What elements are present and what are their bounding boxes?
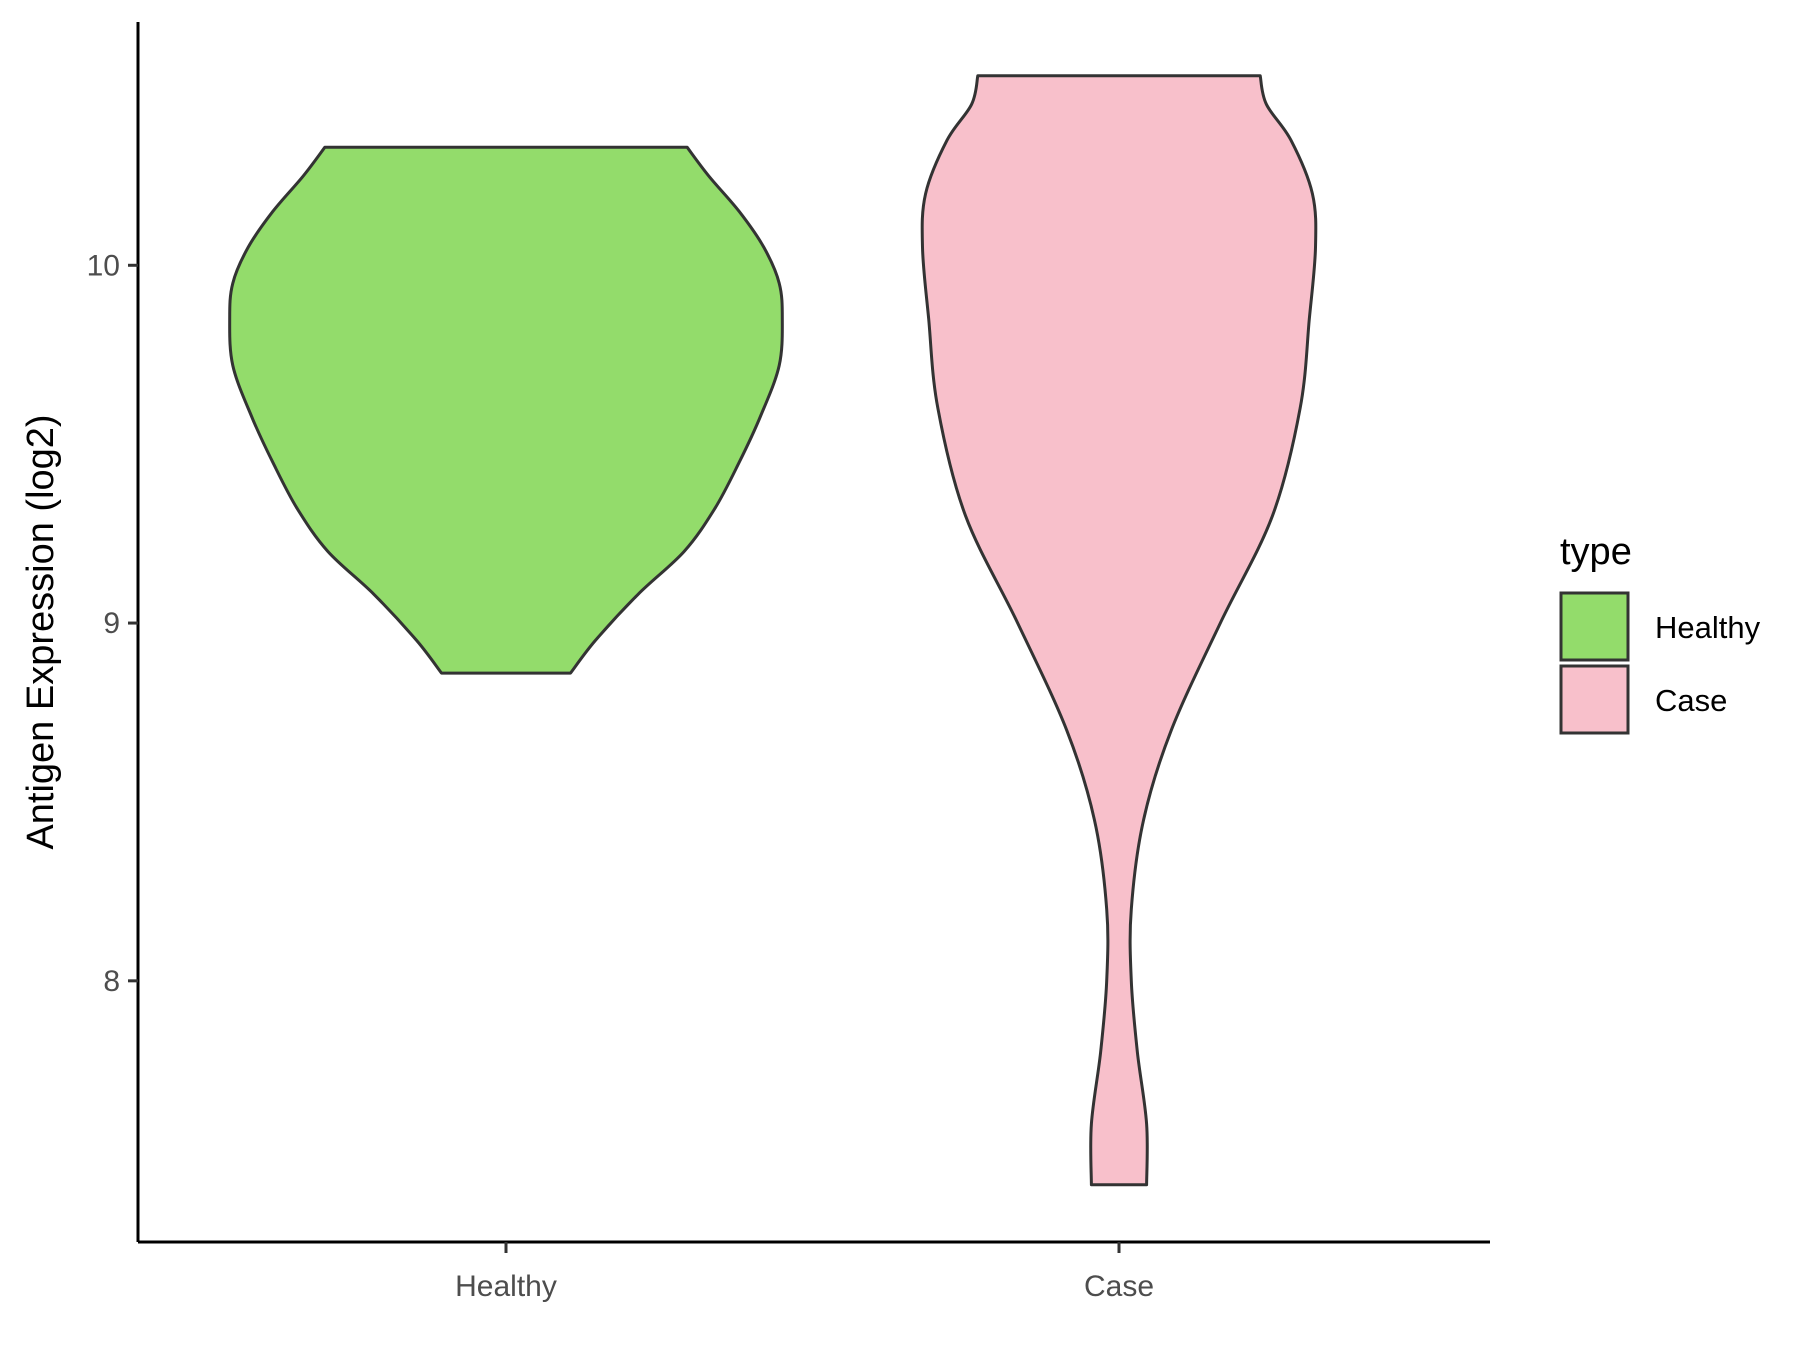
violin-healthy	[228, 145, 784, 675]
legend-title: type	[1560, 531, 1632, 573]
legend-label-case: Case	[1655, 683, 1727, 718]
x-ticks: Healthy Case	[455, 1242, 1154, 1303]
y-tick-label: 9	[103, 607, 120, 640]
legend-swatch-healthy	[1559, 591, 1630, 662]
legend-swatch-case	[1559, 664, 1630, 735]
y-tick-label: 10	[87, 249, 120, 282]
legend-label-healthy: Healthy	[1655, 610, 1761, 645]
violin-layer	[228, 74, 1318, 1187]
y-ticks: 8 9 10	[87, 249, 138, 998]
x-tick-label: Healthy	[455, 1270, 557, 1303]
legend: type Healthy Case	[1559, 531, 1761, 735]
y-tick-label: 8	[103, 965, 120, 998]
legend-items: Healthy Case	[1559, 591, 1761, 735]
x-tick-label: Case	[1084, 1270, 1154, 1303]
violin-case	[920, 74, 1318, 1187]
y-axis-title: Antigen Expression (log2)	[20, 414, 62, 849]
